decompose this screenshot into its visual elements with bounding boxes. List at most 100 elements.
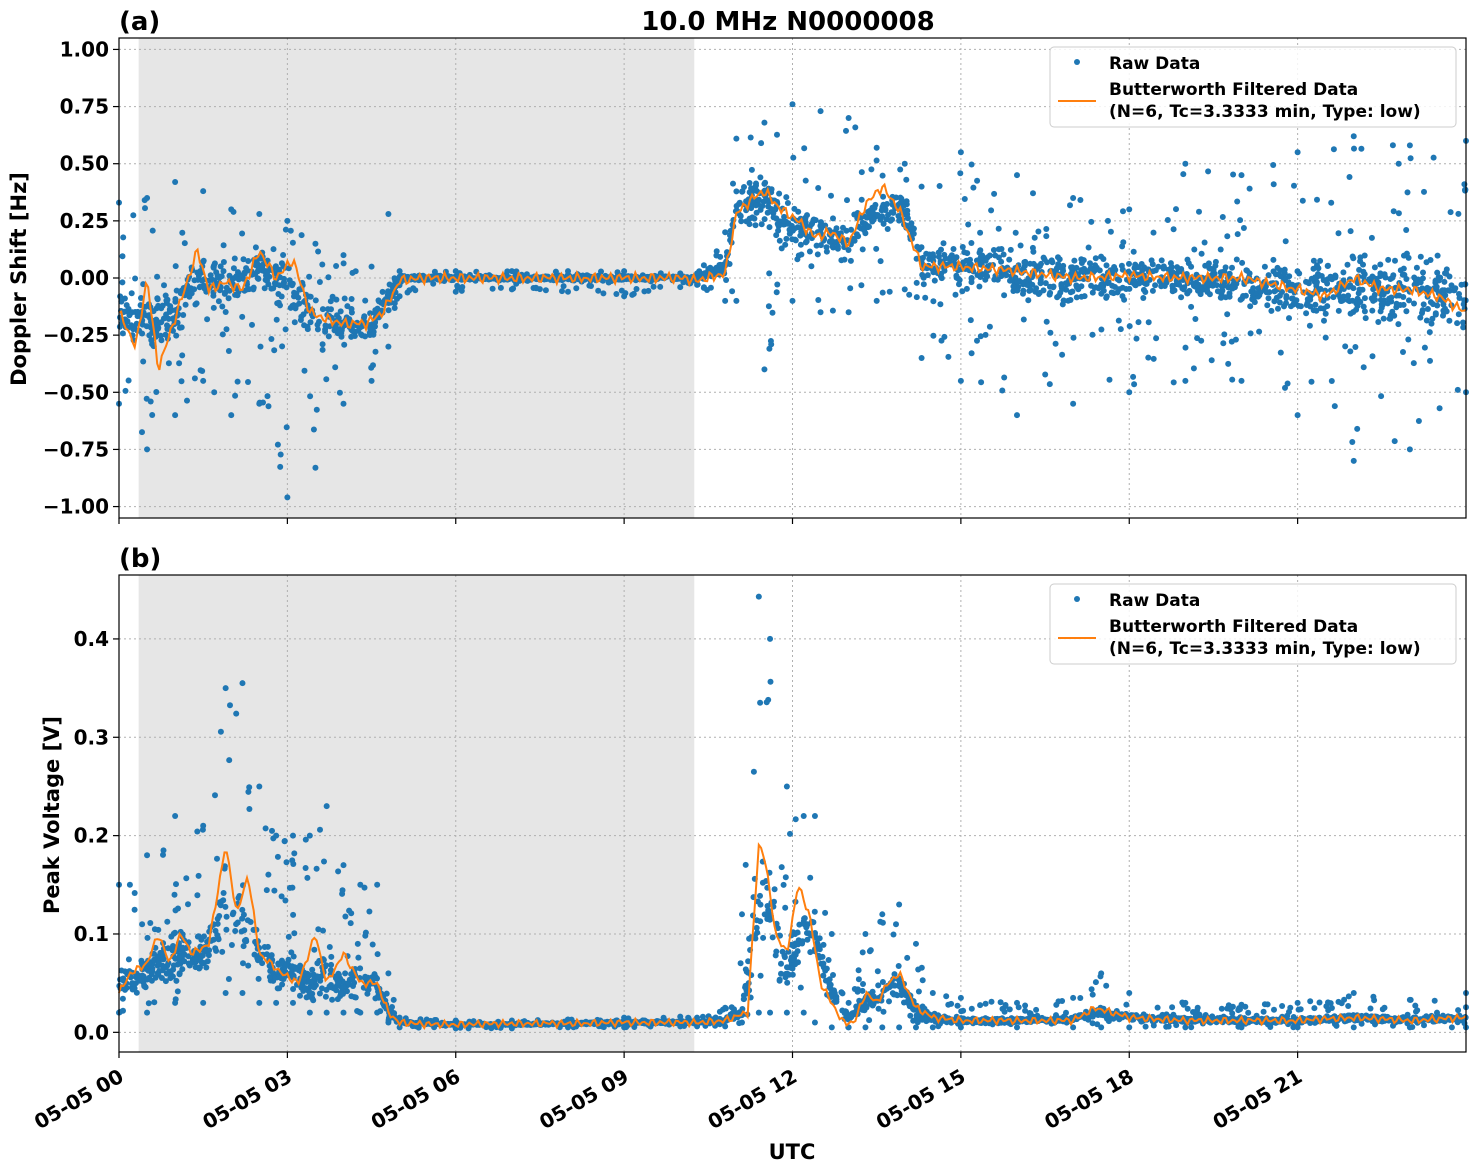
raw-data-point [264,277,270,284]
raw-data-point [858,196,865,203]
raw-data-point [1314,262,1320,269]
raw-data-point [1317,305,1324,312]
raw-data-point [1270,256,1277,263]
raw-data-point [761,366,768,373]
raw-data-point [873,297,880,304]
raw-data-point [1119,243,1126,250]
raw-data-point [1192,316,1199,322]
raw-data-point [595,287,602,294]
raw-data-point [1314,196,1320,203]
raw-data-point [306,293,313,300]
raw-data-point [336,326,343,333]
raw-data-point [982,331,989,338]
raw-data-point [328,306,334,313]
raw-data-point [223,326,230,333]
raw-data-point [749,214,756,221]
raw-data-point [759,203,766,209]
raw-data-point [957,170,964,177]
raw-data-point [1360,303,1367,310]
raw-data-point [1191,246,1198,253]
raw-data-point [970,184,977,191]
raw-data-point [1350,457,1357,464]
raw-data-point [1069,288,1076,295]
raw-data-point [1224,233,1231,240]
raw-data-point [891,971,898,978]
raw-data-point [1350,285,1357,292]
raw-data-point [845,247,852,253]
raw-data-point [1345,297,1352,304]
raw-data-point [792,236,798,243]
raw-data-point [185,901,191,908]
raw-data-point [858,169,865,176]
raw-data-point [1351,145,1357,152]
raw-data-point [200,258,207,265]
raw-data-point [508,286,515,293]
raw-data-point [783,194,790,201]
night-shading-b [138,575,695,1052]
raw-data-point [144,934,151,941]
raw-data-point [1395,160,1402,167]
raw-data-point [268,336,275,342]
raw-data-point [761,180,768,187]
raw-data-point [1180,286,1187,293]
raw-data-point [893,921,899,928]
raw-data-point [332,364,339,371]
raw-data-point [1421,344,1428,351]
raw-data-point [1395,321,1402,328]
raw-data-point [565,288,571,295]
raw-data-point [629,291,636,298]
raw-data-point [1271,288,1278,295]
raw-data-point [1349,439,1356,445]
raw-data-point [1046,381,1053,388]
raw-data-point [174,988,181,995]
raw-data-point [873,144,880,151]
raw-data-point [119,330,126,337]
raw-data-point [1132,261,1139,268]
raw-data-point [1417,279,1424,286]
raw-data-point [977,229,984,236]
raw-data-point [1413,1008,1419,1015]
raw-data-point [1071,257,1078,264]
raw-data-point [889,990,896,997]
raw-data-point [758,140,765,147]
panel-a-doppler: −1.00−0.75−0.50−0.250.000.250.500.751.00 [43,37,1469,524]
raw-data-point [287,227,294,234]
raw-data-point [145,1000,152,1007]
raw-data-point [280,282,287,289]
y-tick-label-a: 0.50 [60,152,109,176]
raw-data-point [753,924,760,931]
raw-data-point [797,984,804,991]
raw-data-point [313,406,320,413]
raw-data-point [249,321,255,328]
raw-data-point [368,364,375,371]
raw-data-point [822,909,829,916]
raw-data-point [1081,293,1088,300]
raw-data-point [817,108,824,115]
raw-data-point [128,290,135,297]
raw-data-point [1462,281,1469,288]
raw-data-point [802,239,809,246]
raw-data-point [755,196,762,203]
raw-data-point [1389,142,1396,149]
raw-data-point [361,313,368,320]
raw-data-point [1056,256,1063,263]
raw-data-point [729,288,736,295]
raw-data-point [1126,206,1133,213]
raw-data-point [774,131,780,138]
raw-data-point [823,248,830,255]
raw-data-point [1378,393,1385,400]
raw-data-point [728,1004,735,1011]
raw-data-point [742,861,749,868]
raw-data-point [827,238,834,245]
raw-data-point [212,792,218,799]
raw-data-point [919,271,926,278]
raw-data-point [240,256,247,263]
raw-data-point [122,387,129,394]
raw-data-point [140,358,147,365]
raw-data-point [240,960,246,967]
raw-data-point [452,288,459,295]
raw-data-point [131,890,138,896]
raw-data-point [799,940,806,947]
raw-data-point [130,212,137,219]
raw-data-point [193,300,200,307]
